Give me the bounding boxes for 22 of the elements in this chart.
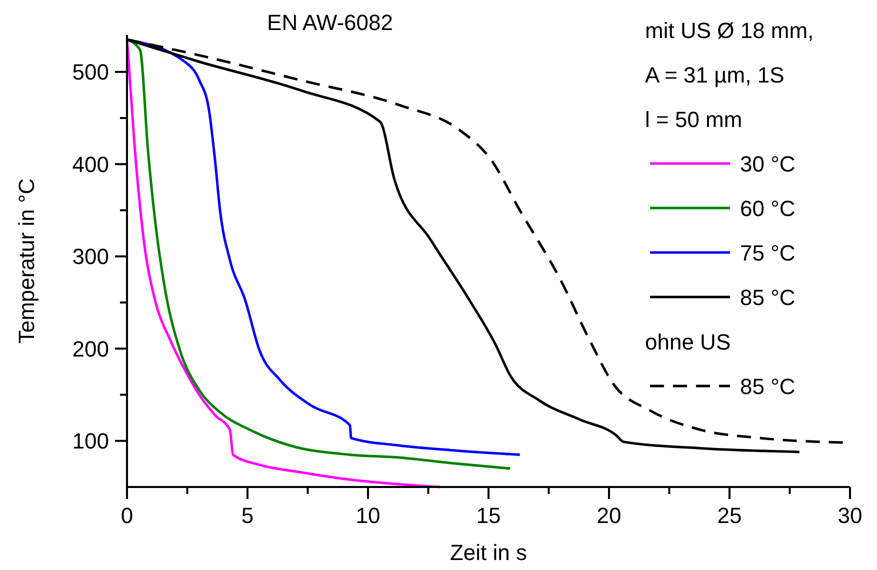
legend-label: 30 °C bbox=[740, 152, 796, 176]
y-tick-label: 100 bbox=[72, 428, 109, 454]
y-tick-label: 400 bbox=[72, 152, 109, 177]
x-tick-label: 5 bbox=[241, 503, 254, 528]
x-tick-label: 20 bbox=[596, 503, 622, 528]
y-tick-label: 500 bbox=[72, 60, 109, 85]
chart-title: EN AW-6082 bbox=[267, 10, 393, 35]
x-tick-label: 30 bbox=[838, 503, 862, 528]
legend-title: mit US Ø 18 mm, A = 31 µm, 1S l = 50 mm bbox=[645, 18, 814, 132]
annotation: ohne US bbox=[645, 330, 731, 354]
x-tick-label: 15 bbox=[476, 503, 501, 528]
x-tick-label: 10 bbox=[356, 503, 380, 528]
y-tick-label: 200 bbox=[72, 336, 109, 362]
legend-label: 85 °C bbox=[740, 374, 796, 399]
legend-label: 60 °C bbox=[740, 196, 796, 221]
x-tick-label: 0 bbox=[120, 503, 134, 528]
y-axis-title: Temperatur in °C bbox=[14, 178, 39, 344]
x-tick-label: 25 bbox=[717, 503, 742, 528]
legend-label: 85 °C bbox=[740, 285, 796, 310]
y-tick-label: 300 bbox=[72, 244, 109, 270]
legend-label: 75 °C bbox=[740, 240, 796, 266]
x-axis-title: Zeit in s bbox=[450, 540, 528, 565]
